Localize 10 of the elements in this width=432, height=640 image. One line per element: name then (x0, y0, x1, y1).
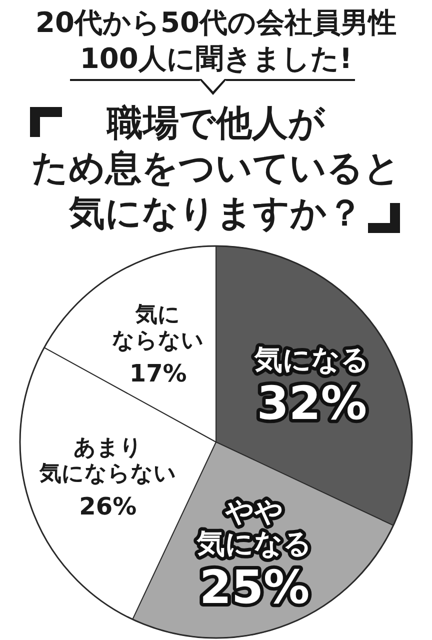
data-label: 25% (199, 560, 310, 614)
slice-label: あまり気にならない (38, 435, 176, 486)
slice-label: 気にならない (112, 302, 204, 354)
slice-label: やや気になる (196, 494, 312, 560)
slice-label: 気になる (253, 342, 370, 376)
chart-subtitle: 20代から50代の会社員男性 100人に聞きました! (36, 6, 396, 74)
data-label: 17% (129, 360, 187, 388)
data-label: 32% (256, 376, 368, 430)
data-label: 26% (79, 492, 137, 521)
chart-title: 職場で他人がため息をついていると気になりますか？ (32, 102, 400, 234)
